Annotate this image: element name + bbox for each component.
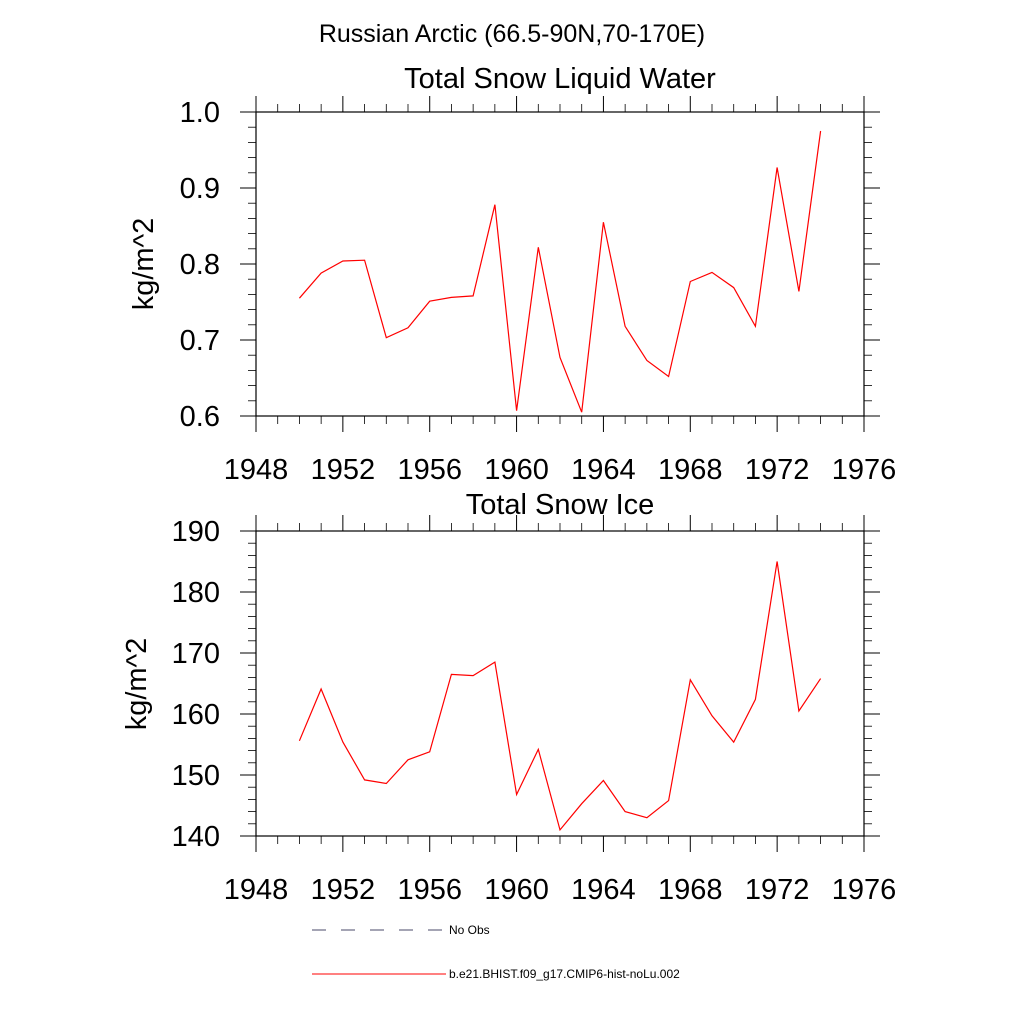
legend: No Obs b.e21.BHIST.f09_g17.CMIP6-hist-no… [312,923,680,981]
x-tick-label: 1976 [832,454,897,486]
y-tick-label: 190 [172,516,220,548]
chart-snow-liquid-water: Total Snow Liquid Water kg/m^2 1948 1952 1… [128,63,896,486]
y-tick-label: 170 [172,638,220,670]
x-tick-label: 1968 [658,874,723,906]
x-tick-label: 1956 [397,454,462,486]
series-line [298,561,822,832]
x-tick-label: 1948 [224,454,289,486]
x-tick-label: 1960 [484,454,549,486]
chart-title: Total Snow Liquid Water [404,63,716,95]
series-line [298,130,822,413]
x-tick-label: 1952 [311,874,376,906]
y-tick-label: 150 [172,760,220,792]
y-axis-label: kg/m^2 [121,638,153,731]
y-tick-label: 160 [172,699,220,731]
y-tick-label: 0.8 [180,249,220,281]
plot-frame [255,111,865,417]
chart-snow-ice: Total Snow Ice kg/m^2 1948 1952 1956 1960 19… [121,489,896,906]
plot-frame [255,530,865,837]
x-tick-label: 1952 [311,454,376,486]
x-tick-label: 1948 [224,874,289,906]
x-tick-label: 1976 [832,874,897,906]
y-axis-label: kg/m^2 [128,218,160,311]
chart-title: Total Snow Ice [466,489,655,521]
x-tick-label: 1964 [571,874,636,906]
x-tick-label: 1972 [745,874,810,906]
figure-suptitle: Russian Arctic (66.5-90N,70-170E) [319,20,705,48]
y-tick-label: 0.9 [180,173,220,205]
y-tick-label: 0.7 [180,325,220,357]
x-tick-label: 1972 [745,454,810,486]
legend-label-model: b.e21.BHIST.f09_g17.CMIP6-hist-noLu.002 [449,967,680,981]
y-tick-label: 140 [172,821,220,853]
x-tick-label: 1964 [571,454,636,486]
y-tick-label: 1.0 [180,97,220,129]
plot-area: 1948 1952 1956 1960 1964 1968 1972 1976 0.6 0.7 0.… [180,96,897,486]
y-tick-label: 0.6 [180,401,220,433]
x-tick-label: 1956 [397,874,462,906]
x-tick-label: 1968 [658,454,723,486]
y-tick-label: 180 [172,577,220,609]
plot-area: 1948 1952 1956 1960 1964 1968 1972 1976 140 150 16… [172,515,897,906]
x-tick-label: 1960 [484,874,549,906]
legend-label-no-obs: No Obs [449,923,490,937]
